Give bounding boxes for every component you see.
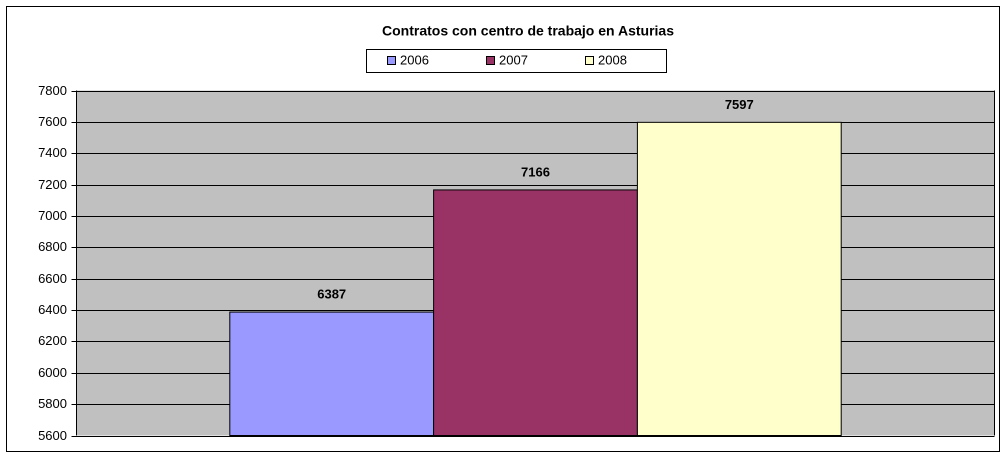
y-tick-label: 5600 <box>38 428 67 443</box>
legend-label: 2006 <box>400 52 429 67</box>
y-tick-label: 6600 <box>38 271 67 286</box>
y-tick-label: 7000 <box>38 208 67 223</box>
data-label: 7597 <box>725 97 754 112</box>
y-tick-label: 6200 <box>38 333 67 348</box>
legend-box <box>366 49 667 73</box>
y-tick-label: 7800 <box>38 83 67 98</box>
bar <box>229 311 435 436</box>
y-tick-label: 7600 <box>38 114 67 129</box>
data-label: 6387 <box>317 287 346 302</box>
legend-swatch <box>387 56 396 65</box>
y-tick-label: 6000 <box>38 365 67 380</box>
legend-label: 2007 <box>499 52 528 67</box>
legend-swatch <box>486 56 495 65</box>
y-tick-label: 7400 <box>38 145 67 160</box>
y-tick-label: 6400 <box>38 302 67 317</box>
chart-title: Contratos con centro de trabajo en Astur… <box>382 23 674 39</box>
y-tick-label: 6800 <box>38 239 67 254</box>
data-label: 7166 <box>521 164 550 179</box>
y-tick-label: 7200 <box>38 177 67 192</box>
bar <box>433 189 638 436</box>
legend-label: 2008 <box>598 52 627 67</box>
legend-swatch <box>585 56 594 65</box>
y-tick-label: 5800 <box>38 396 67 411</box>
bar <box>636 121 842 437</box>
